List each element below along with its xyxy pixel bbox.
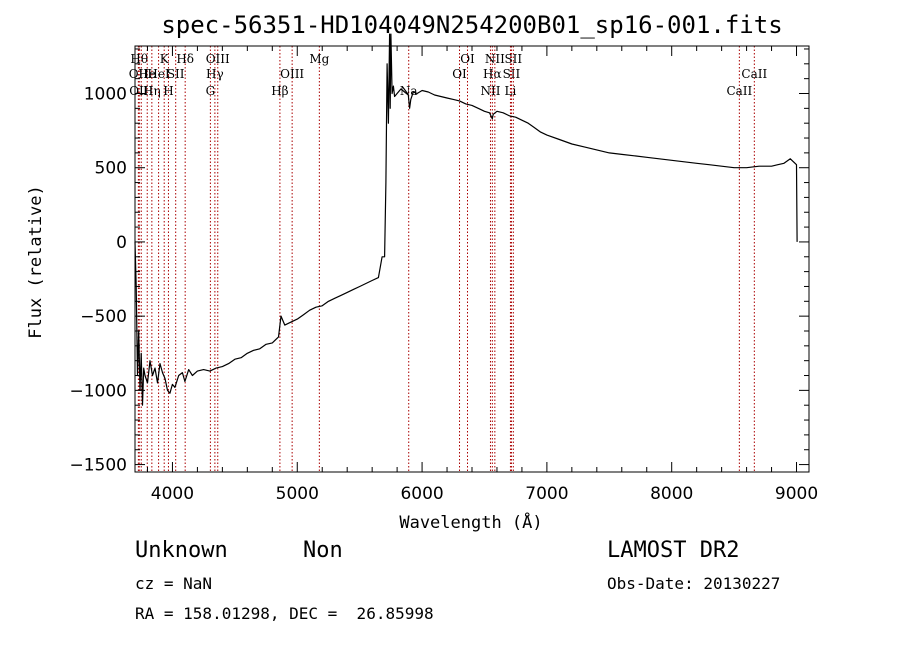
axes-layer: 4000 5000 6000 7000 8000 9000 −1500 −1000 −500 0 5… — [69, 46, 818, 504]
object-subclass: Non — [303, 538, 343, 563]
spectral-line-label: Mg — [309, 52, 329, 66]
chart-title: spec-56351-HD104049N254200B01_sp16-001.f… — [161, 11, 782, 39]
x-tick-label: 5000 — [276, 484, 319, 504]
spectral-line-label: CaII — [741, 67, 767, 81]
x-tick-label: 4000 — [151, 484, 194, 504]
spectral-line-label: OI — [452, 67, 467, 81]
spectrum-series-line — [134, 33, 798, 406]
spectral-line-label: Hδ — [176, 52, 194, 66]
redshift-cz: cz = NaN — [135, 574, 213, 593]
series-layer — [134, 33, 798, 406]
spectral-line-label: Hβ — [271, 84, 288, 98]
spectral-line-label: G — [206, 84, 216, 98]
x-tick-label: 7000 — [525, 484, 568, 504]
y-axis-label: Flux (relative) — [26, 185, 46, 339]
spectral-line-label: NII — [480, 84, 500, 98]
y-tick-label: −1000 — [69, 381, 127, 401]
spectral-line-label: SII — [504, 52, 522, 66]
spectral-line-label: CaII — [726, 84, 752, 98]
y-tick-label: −500 — [80, 307, 127, 327]
spectral-line-label: OIII — [206, 52, 230, 66]
coordinates: RA = 158.01298, DEC = 26.85998 — [135, 604, 434, 623]
spectrum-chart: spec-56351-HD104049N254200B01_sp16-001.f… — [26, 11, 818, 533]
x-tick-label: 6000 — [400, 484, 443, 504]
spectral-line-label: Hγ — [206, 67, 224, 81]
object-class: Unknown — [135, 538, 228, 563]
plot-frame — [134, 45, 810, 473]
spectral-line-label: SII — [503, 67, 521, 81]
spectral-line-label: Hα — [483, 67, 502, 81]
x-axis-label: Wavelength (Å) — [399, 511, 542, 533]
y-tick-label: −1500 — [69, 456, 127, 476]
y-tick-label: 500 — [95, 159, 127, 179]
spectral-line-label: H — [163, 84, 173, 98]
spectral-line-label: Na — [400, 84, 418, 98]
y-tick-label: 0 — [116, 233, 127, 253]
survey-name: LAMOST DR2 — [607, 538, 740, 563]
spectral-line-label: OII — [129, 67, 149, 81]
obs-date: Obs-Date: 20130227 — [607, 574, 781, 593]
spectral-line-label: Li — [505, 84, 517, 98]
spectral-line-label: SII — [167, 67, 185, 81]
x-tick-label: 8000 — [650, 484, 693, 504]
spectral-line-label: NII — [485, 52, 505, 66]
x-tick-label: 9000 — [775, 484, 818, 504]
spectral-line-label: Hη — [143, 84, 161, 98]
spectral-line-label: OI — [460, 52, 475, 66]
spectral-line-label: K — [160, 52, 170, 66]
y-tick-label: 1000 — [84, 84, 127, 104]
spectral-lines-layer: OIIHθOIIIHeHηHeIKHSIIHδGHγOIIIHβOIIIMgNa… — [129, 46, 767, 472]
spectral-line-label: OIII — [280, 67, 304, 81]
